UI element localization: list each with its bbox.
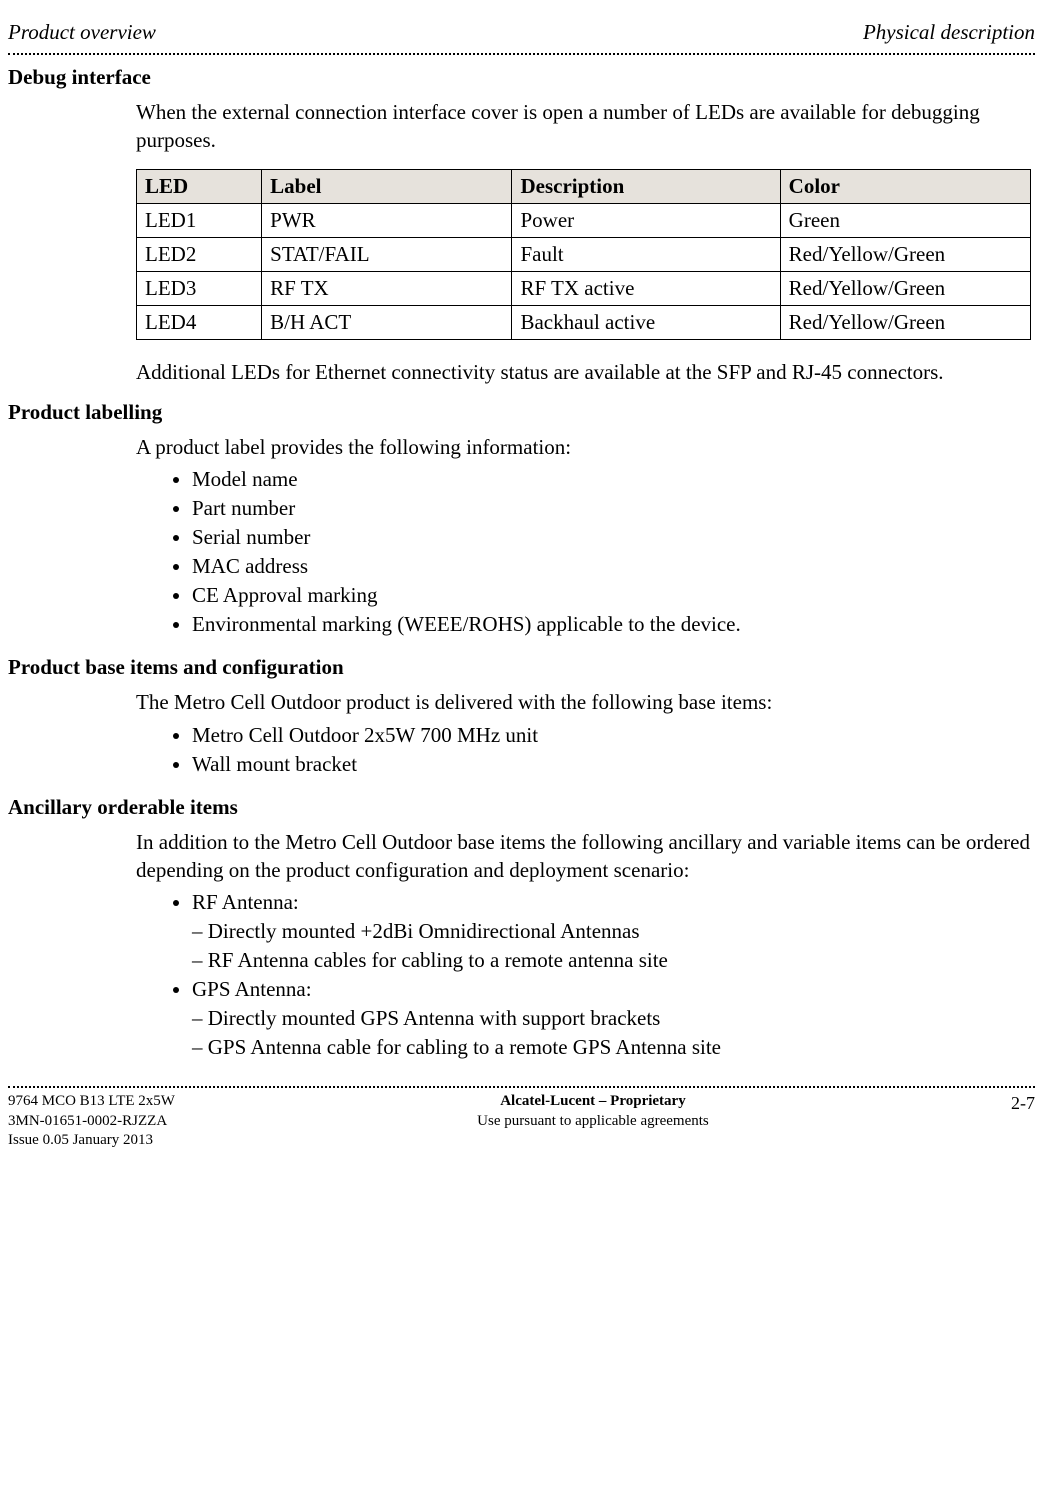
cell: STAT/FAIL — [262, 237, 512, 271]
cell: LED1 — [137, 203, 262, 237]
ancillary-list-1: RF Antenna: — [136, 888, 1031, 917]
rf-sub1: – Directly mounted +2dBi Omnidirectional… — [192, 917, 1031, 946]
footer-left-3: Issue 0.05 January 2013 — [8, 1131, 175, 1151]
cell: PWR — [262, 203, 512, 237]
list-item: Serial number — [192, 523, 1031, 552]
table-row: LED4 B/H ACT Backhaul active Red/Yellow/… — [137, 305, 1031, 339]
cell: LED2 — [137, 237, 262, 271]
footer-right: 2-7 — [1011, 1092, 1035, 1151]
list-item: Environmental marking (WEEE/ROHS) applic… — [192, 610, 1031, 639]
list-item: Model name — [192, 465, 1031, 494]
table-row: LED1 PWR Power Green — [137, 203, 1031, 237]
footer-center: Alcatel-Lucent – Proprietary Use pursuan… — [477, 1092, 709, 1151]
footer-left-1: 9764 MCO B13 LTE 2x5W — [8, 1092, 175, 1112]
table-row: LED2 STAT/FAIL Fault Red/Yellow/Green — [137, 237, 1031, 271]
led-table: LED Label Description Color LED1 PWR Pow… — [136, 169, 1031, 340]
gps-sub1: – Directly mounted GPS Antenna with supp… — [192, 1004, 1031, 1033]
gps-sub2: – GPS Antenna cable for cabling to a rem… — [192, 1033, 1031, 1062]
cell: Power — [512, 203, 780, 237]
heading-product-labelling: Product labelling — [8, 400, 1035, 425]
cell: Green — [780, 203, 1030, 237]
cell: B/H ACT — [262, 305, 512, 339]
list-item-rf: RF Antenna: — [192, 888, 1031, 917]
cell: LED4 — [137, 305, 262, 339]
list-item: Wall mount bracket — [192, 750, 1031, 779]
th-color: Color — [780, 169, 1030, 203]
header-left: Product overview — [8, 20, 156, 45]
heading-base-items: Product base items and configuration — [8, 655, 1035, 680]
footer-separator — [8, 1086, 1035, 1088]
heading-debug-interface: Debug interface — [8, 65, 1035, 90]
th-led: LED — [137, 169, 262, 203]
labelling-list: Model name Part number Serial number MAC… — [136, 465, 1031, 639]
cell: Red/Yellow/Green — [780, 271, 1030, 305]
list-item-gps: GPS Antenna: — [192, 975, 1031, 1004]
heading-ancillary: Ancillary orderable items — [8, 795, 1035, 820]
list-item: MAC address — [192, 552, 1031, 581]
header-right: Physical description — [863, 20, 1035, 45]
list-item: Part number — [192, 494, 1031, 523]
ancillary-list-2: GPS Antenna: — [136, 975, 1031, 1004]
debug-after-table: Additional LEDs for Ethernet connectivit… — [136, 358, 1031, 386]
list-item: Metro Cell Outdoor 2x5W 700 MHz unit — [192, 721, 1031, 750]
page-header: Product overview Physical description — [8, 20, 1035, 45]
cell: Fault — [512, 237, 780, 271]
cell: LED3 — [137, 271, 262, 305]
cell: Backhaul active — [512, 305, 780, 339]
cell: Red/Yellow/Green — [780, 237, 1030, 271]
table-row: LED3 RF TX RF TX active Red/Yellow/Green — [137, 271, 1031, 305]
footer-center-1: Alcatel-Lucent – Proprietary — [477, 1092, 709, 1112]
page-footer: 9764 MCO B13 LTE 2x5W 3MN-01651-0002-RJZ… — [8, 1092, 1035, 1151]
debug-intro: When the external connection interface c… — [136, 98, 1031, 155]
th-label: Label — [262, 169, 512, 203]
ancillary-intro: In addition to the Metro Cell Outdoor ba… — [136, 828, 1031, 885]
list-item: CE Approval marking — [192, 581, 1031, 610]
rf-sub2: – RF Antenna cables for cabling to a rem… — [192, 946, 1031, 975]
labelling-intro: A product label provides the following i… — [136, 433, 1031, 461]
footer-left-2: 3MN-01651-0002-RJZZA — [8, 1112, 175, 1132]
table-header-row: LED Label Description Color — [137, 169, 1031, 203]
cell: RF TX active — [512, 271, 780, 305]
footer-center-2: Use pursuant to applicable agreements — [477, 1112, 709, 1132]
cell: Red/Yellow/Green — [780, 305, 1030, 339]
header-separator — [8, 53, 1035, 55]
th-description: Description — [512, 169, 780, 203]
base-list: Metro Cell Outdoor 2x5W 700 MHz unit Wal… — [136, 721, 1031, 779]
base-intro: The Metro Cell Outdoor product is delive… — [136, 688, 1031, 716]
cell: RF TX — [262, 271, 512, 305]
footer-left: 9764 MCO B13 LTE 2x5W 3MN-01651-0002-RJZ… — [8, 1092, 175, 1151]
